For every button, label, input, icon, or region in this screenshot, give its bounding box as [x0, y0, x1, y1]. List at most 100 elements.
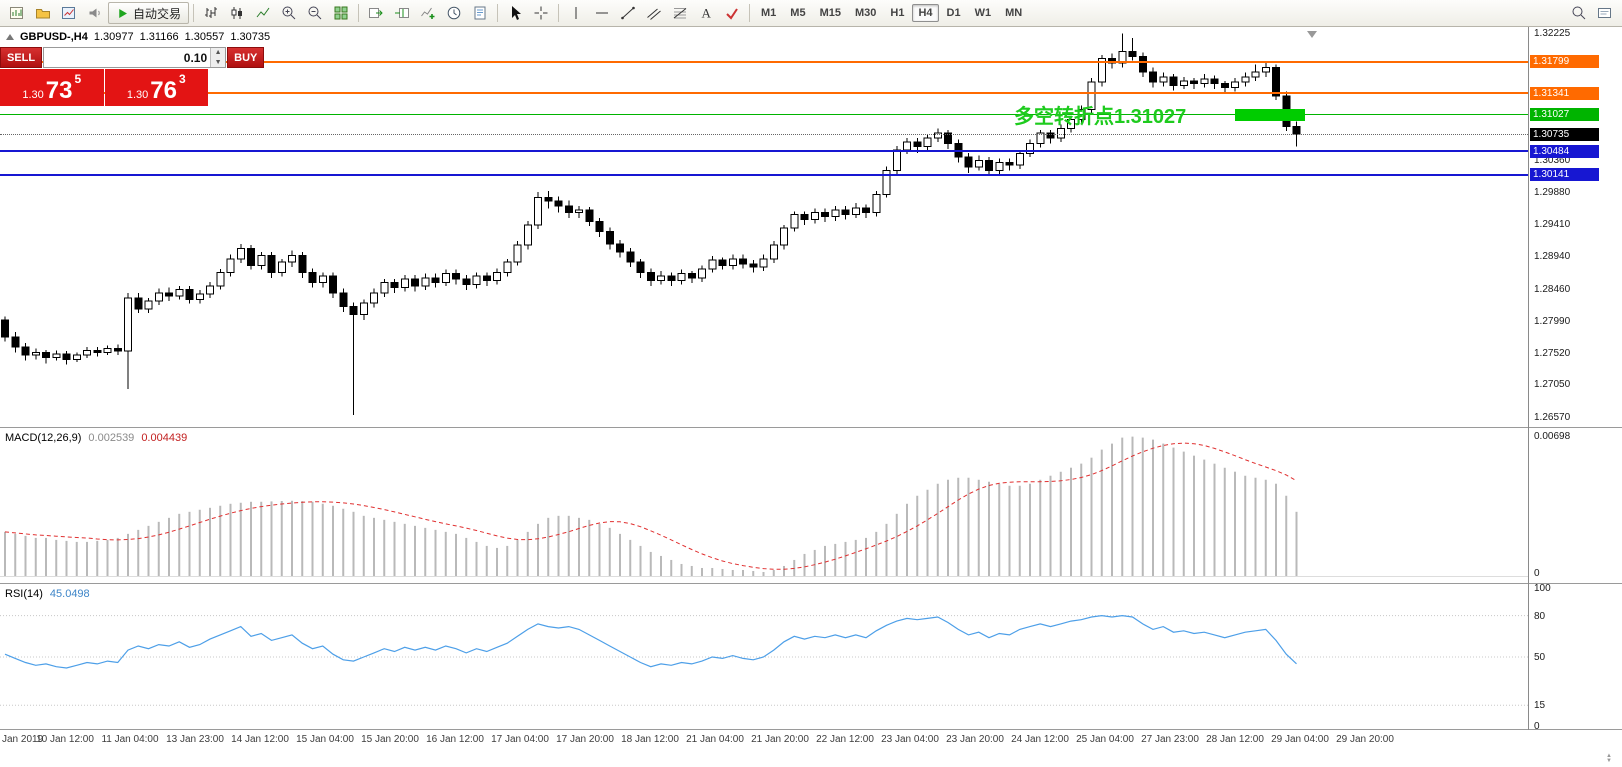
macd-value: 0.002539: [88, 432, 135, 444]
time-axis-label: 10 Jan 12:00: [36, 734, 94, 745]
fibonacci-icon[interactable]: [667, 1, 693, 25]
horizontal-line-icon[interactable]: [589, 1, 615, 25]
time-axis-label: 13 Jan 23:00: [166, 734, 224, 745]
lot-size-input[interactable]: [44, 48, 211, 67]
timeframe-w1-button[interactable]: W1: [969, 4, 998, 22]
periods-icon[interactable]: [441, 1, 467, 25]
tile-windows-icon[interactable]: [328, 1, 354, 25]
chart-shift-icon[interactable]: [389, 1, 415, 25]
channel-icon[interactable]: [641, 1, 667, 25]
sell-price-base: 1.30: [22, 89, 44, 101]
price-level-line[interactable]: [0, 173, 1528, 176]
timeframe-h4-button[interactable]: H4: [912, 4, 939, 22]
arrows-icon[interactable]: [719, 1, 745, 25]
lot-spinner: ▲ ▼: [210, 48, 226, 67]
price-scale-tick: 1.32225: [1534, 28, 1571, 39]
cursor-icon[interactable]: [502, 1, 528, 25]
profiles-icon[interactable]: [30, 1, 56, 25]
low-value: 1.30557: [184, 31, 225, 43]
toolbar: 自动交易 A M1 M5 M15 M30 H1 H4 D1 W1 MN: [0, 0, 1622, 27]
time-axis-label: 25 Jan 04:00: [1076, 734, 1134, 745]
lot-down-button[interactable]: ▼: [211, 57, 226, 67]
autotrading-button[interactable]: 自动交易: [108, 2, 190, 24]
toolbar-chart-group: [198, 1, 354, 25]
buy-price[interactable]: 1.30 76 3: [104, 69, 208, 106]
timeframe-h1-button[interactable]: H1: [884, 4, 910, 22]
sell-price-sup: 5: [74, 72, 82, 86]
candlestick-chart[interactable]: [0, 27, 1528, 427]
market-watch-icon[interactable]: [56, 1, 82, 25]
rsi-indicator[interactable]: [0, 584, 1528, 729]
autotrading-label: 自动交易: [133, 6, 182, 21]
macd-scale-min: 0: [1534, 568, 1540, 579]
rsi-scale-tick: 50: [1534, 652, 1546, 663]
toolbar-line-studies-group: A: [563, 1, 745, 25]
macd-indicator[interactable]: [0, 428, 1528, 583]
lot-up-button[interactable]: ▲: [211, 48, 226, 58]
timeframe-m15-button[interactable]: M15: [814, 4, 847, 22]
highlight-rectangle[interactable]: [1235, 109, 1305, 122]
time-axis-label: 28 Jan 12:00: [1206, 734, 1264, 745]
timeframe-d1-button[interactable]: D1: [941, 4, 967, 22]
chart-shift-marker[interactable]: [1307, 31, 1317, 38]
templates-icon[interactable]: [467, 1, 493, 25]
zoom-out-icon[interactable]: [302, 1, 328, 25]
toolbar-separator: [558, 4, 560, 22]
alerts-icon[interactable]: [82, 1, 108, 25]
toolbar-tools-group: [363, 1, 493, 25]
time-axis-label: 17 Jan 04:00: [491, 734, 549, 745]
timeframe-m5-button[interactable]: M5: [784, 4, 811, 22]
timeframe-toolbar: M1 M5 M15 M30 H1 H4 D1 W1 MN: [754, 4, 1029, 22]
buy-price-big: 76: [150, 77, 177, 104]
sell-button[interactable]: SELL: [0, 47, 43, 68]
price-level-badge: 1.31341: [1530, 86, 1599, 100]
time-axis-label: 29 Jan 04:00: [1271, 734, 1329, 745]
sell-price[interactable]: 1.30 73 5: [0, 69, 104, 106]
panel-separator[interactable]: [0, 427, 1622, 428]
toolbar-cursor-group: [502, 1, 554, 25]
price-level-line[interactable]: [0, 60, 1528, 63]
price-level-line[interactable]: [0, 150, 1528, 153]
search-icon[interactable]: [1566, 1, 1592, 25]
price-scale-tick: 1.28460: [1534, 283, 1571, 295]
news-icon[interactable]: [1592, 1, 1618, 25]
buy-button[interactable]: BUY: [227, 47, 265, 68]
time-axis[interactable]: Jan 2019 10 Jan 12:00 11 Jan 04:00 13 Jan 2…: [0, 730, 1528, 751]
vertical-line-icon[interactable]: [563, 1, 589, 25]
price-level-badge: 1.31027: [1530, 107, 1599, 121]
price-scale-tick: 1.29880: [1534, 187, 1571, 199]
crosshair-icon[interactable]: [528, 1, 554, 25]
price-level-line[interactable]: [0, 92, 1528, 95]
sell-price-big: 73: [45, 77, 73, 104]
price-scale-buttons[interactable]: ▲ ▼: [1606, 753, 1612, 764]
panel-separator[interactable]: [0, 583, 1622, 584]
one-click-toggle-icon[interactable]: [6, 34, 14, 40]
line-chart-icon[interactable]: [250, 1, 276, 25]
text-icon[interactable]: A: [693, 1, 719, 25]
bar-chart-icon[interactable]: [198, 1, 224, 25]
timeframe-m30-button[interactable]: M30: [849, 4, 882, 22]
lot-size-field: ▲ ▼: [43, 47, 227, 68]
toolbar-right-group: [1566, 1, 1618, 25]
rsi-value: 45.0498: [49, 588, 90, 600]
current-price-line: [0, 134, 1528, 136]
autoscroll-icon[interactable]: [363, 1, 389, 25]
chart-annotation-text[interactable]: 多空转折点1.31027: [1014, 106, 1187, 129]
zoom-in-icon[interactable]: [276, 1, 302, 25]
price-level-line[interactable]: [0, 113, 1528, 115]
timeframe-m1-button[interactable]: M1: [755, 4, 782, 22]
timeframe-mn-button[interactable]: MN: [999, 4, 1028, 22]
chart-ohlc-title: GBPUSD-,H4 1.30977 1.31166 1.30557 1.307…: [6, 31, 270, 43]
time-axis-label: 15 Jan 20:00: [361, 734, 419, 745]
indicators-icon[interactable]: [415, 1, 441, 25]
time-axis-label: Jan 2019: [2, 734, 44, 745]
new-chart-icon[interactable]: [4, 1, 30, 25]
time-axis-label: 16 Jan 12:00: [426, 734, 484, 745]
candlestick-icon[interactable]: [224, 1, 250, 25]
time-axis-label: 22 Jan 12:00: [816, 734, 874, 745]
buy-price-sup: 3: [178, 72, 186, 86]
bottom-strip: [0, 752, 1622, 767]
svg-text:A: A: [702, 6, 712, 21]
trendline-icon[interactable]: [615, 1, 641, 25]
